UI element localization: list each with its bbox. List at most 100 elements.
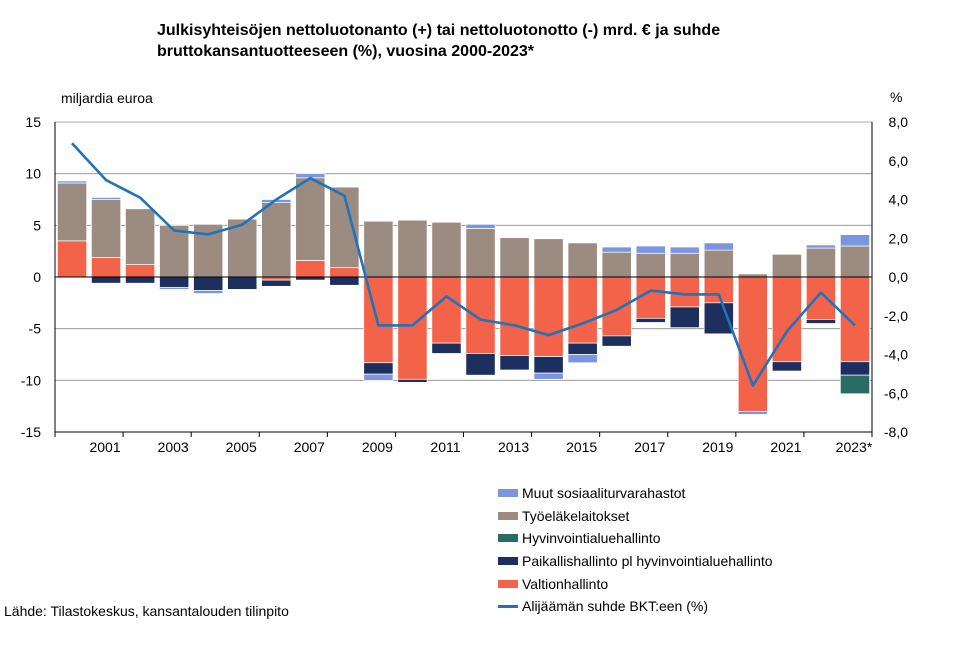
bar-segment-muut	[635, 245, 666, 254]
x-tick-label: 2009	[362, 439, 393, 455]
y-tick-label: 5	[33, 217, 41, 233]
bar-segment-valtio	[601, 276, 632, 337]
bar-segment-valtio	[125, 264, 156, 278]
legend-item-muut: Muut sosiaaliturvarahastot	[498, 482, 773, 505]
legend-swatch-tyoelake	[498, 511, 518, 520]
bar-segment-tyoelake	[805, 247, 836, 278]
y-tick-label: 15	[25, 114, 41, 130]
bar-segment-tyoelake	[363, 220, 394, 278]
bar-segment-muut	[363, 373, 394, 381]
bar-segment-muut	[805, 244, 836, 249]
bar-segment-paikallis	[601, 335, 632, 347]
bar-segment-tyoelake	[839, 245, 870, 278]
bar-segment-valtio	[465, 276, 496, 354]
bar-segment-muut	[533, 372, 564, 380]
bar-segment-valtio	[533, 276, 564, 357]
tick-labels: 15 10 5 0 -5 -10 -15 8,0 6,0 4,0 2,0 0,0 -2,0 -4,0 -6,…	[21, 114, 908, 455]
chart-title: Julkisyhteisöjen nettoluotonanto (+) tai…	[157, 22, 721, 60]
y-tick-label: 0	[33, 269, 41, 285]
legend-label: Muut sosiaaliturvarahastot	[522, 485, 686, 502]
bar-segment-valtio	[431, 276, 462, 344]
chart-plot: 15 10 5 0 -5 -10 -15 8,0 6,0 4,0 2,0 0,0 -2,0 -4,0 -6,…	[21, 114, 908, 455]
x-tick-label: 2001	[89, 439, 120, 455]
bar-segment-tyoelake	[261, 202, 292, 278]
x-tick-label: 2021	[770, 439, 801, 455]
bar-segment-valtio	[57, 240, 88, 278]
bar-segment-valtio	[567, 276, 598, 344]
bar-segment-paikallis	[91, 276, 122, 284]
bar-segment-tyoelake	[601, 251, 632, 278]
y-tick-label: -10	[21, 372, 41, 388]
source-note: Lähde: Tilastokeskus, kansantalouden til…	[4, 603, 289, 619]
bar-segment-valtio	[295, 260, 326, 278]
legend: Muut sosiaaliturvarahastot Työeläkelaito…	[498, 482, 773, 618]
legend-swatch-hyvinvointi	[498, 534, 518, 543]
x-tick-label: 2015	[566, 439, 597, 455]
legend-label: Valtionhallinto	[522, 575, 609, 592]
y-tick-label: -15	[21, 424, 41, 440]
bar-segment-valtio	[805, 276, 836, 320]
x-tick-label: 2011	[430, 439, 460, 455]
bar-segment-tyoelake	[295, 177, 326, 261]
x-tick-label: 2017	[634, 439, 665, 455]
bar-segment-paikallis	[363, 362, 394, 375]
bar-segment-paikallis	[465, 353, 496, 376]
y2-tick-label: 2,0	[889, 230, 909, 246]
bar-segment-paikallis	[261, 279, 292, 287]
bar-segment-paikallis	[227, 276, 258, 290]
bar-segment-tyoelake	[669, 252, 700, 278]
bar-segment-tyoelake	[159, 224, 190, 278]
y-axis-label-right: %	[890, 89, 903, 105]
y2-tick-label: 0,0	[889, 269, 909, 285]
y2-tick-label: -4,0	[884, 347, 908, 363]
bar-segment-muut	[91, 197, 122, 200]
bar-segment-paikallis	[567, 342, 598, 355]
y2-tick-label: -8,0	[884, 424, 908, 440]
legend-label: Työeläkelaitokset	[522, 507, 630, 524]
bar-segment-valtio	[329, 267, 360, 278]
bar-segment-paikallis	[669, 306, 700, 328]
y-tick-label: -5	[29, 321, 42, 337]
bar-segment-tyoelake	[771, 253, 802, 278]
bar-segment-paikallis	[125, 276, 156, 284]
bar-segment-tyoelake	[431, 221, 462, 278]
bar-segment-valtio	[397, 276, 428, 380]
bar-segment-tyoelake	[533, 238, 564, 278]
y2-tick-label: 4,0	[889, 192, 909, 208]
bar-segment-paikallis	[329, 276, 360, 286]
bar-segment-muut	[669, 246, 700, 254]
x-tick-label: 2013	[498, 439, 529, 455]
legend-label: Alijäämän suhde BKT:een (%)	[522, 598, 708, 615]
y-axis-label-left: miljardia euroa	[61, 90, 153, 106]
bar-segment-valtio	[499, 276, 530, 356]
bar-segment-muut	[465, 223, 496, 229]
bar-segment-tyoelake	[57, 182, 88, 242]
bar-segment-hyvinvointi	[839, 374, 870, 395]
x-tick-label: 2003	[158, 439, 189, 455]
bar-segment-paikallis	[805, 319, 836, 324]
legend-item-ratio-line: Alijäämän suhde BKT:een (%)	[498, 595, 773, 618]
x-tick-label: 2023*	[836, 439, 873, 455]
legend-swatch-ratio-line	[498, 604, 518, 608]
ratio-line-series	[71, 142, 856, 387]
legend-swatch-muut	[498, 489, 518, 498]
bar-segment-paikallis	[159, 276, 190, 288]
bar-segment-tyoelake	[397, 219, 428, 278]
legend-item-hyvinvointi: Hyvinvointialuehallinto	[498, 527, 773, 550]
y2-tick-label: -6,0	[884, 385, 908, 401]
y2-tick-label: 8,0	[889, 114, 909, 130]
bar-segment-paikallis	[499, 355, 530, 371]
bar-segment-muut	[159, 286, 190, 290]
axes	[54, 122, 873, 437]
bar-segment-tyoelake	[567, 242, 598, 278]
bar-segment-tyoelake	[499, 237, 530, 278]
bar-segment-paikallis	[193, 276, 224, 291]
legend-label: Paikallishallinto pl hyvinvointialuehall…	[522, 553, 773, 570]
bar-segment-muut	[567, 354, 598, 364]
bar-segment-muut	[601, 246, 632, 253]
bar-stack-group	[57, 173, 870, 415]
bar-segment-paikallis	[397, 378, 428, 383]
bar-segment-muut	[57, 180, 88, 184]
bar-segment-muut	[703, 242, 734, 251]
legend-swatch-valtio	[498, 579, 518, 588]
